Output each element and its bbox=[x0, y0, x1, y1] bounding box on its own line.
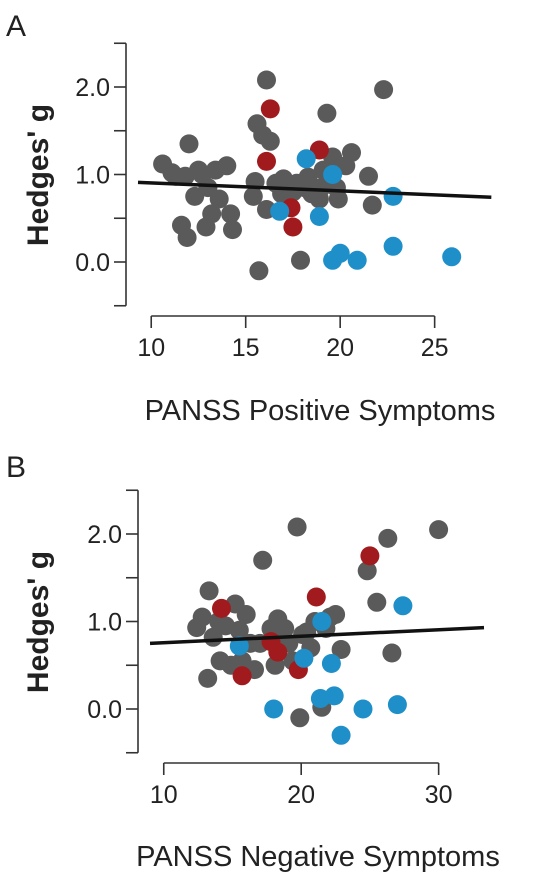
data-point-gray bbox=[362, 195, 382, 215]
x-tick-label: 10 bbox=[150, 781, 178, 809]
data-point-gray bbox=[367, 592, 387, 612]
scatter-panel-b: B Hedges' g PANSS Negative Symptoms 0.0 1… bbox=[6, 451, 500, 873]
data-point-blue bbox=[321, 654, 341, 673]
data-point-blue bbox=[294, 648, 314, 668]
data-point-gray bbox=[357, 561, 377, 581]
data-point-gray bbox=[298, 167, 318, 187]
y-tick-label: 2.0 bbox=[87, 521, 122, 549]
scatter-panel-a: A Hedges' g PANSS Positive Symptoms 0.0 1… bbox=[6, 10, 495, 427]
data-point-red bbox=[257, 151, 276, 171]
data-point-blue bbox=[442, 247, 462, 267]
data-point-blue bbox=[264, 699, 284, 719]
regression-line-a bbox=[137, 180, 492, 199]
data-point-blue bbox=[393, 596, 413, 616]
data-point-gray bbox=[179, 134, 199, 154]
data-point-gray bbox=[249, 261, 269, 281]
y-tick-label: 0.0 bbox=[75, 249, 110, 277]
data-point-blue bbox=[383, 186, 403, 206]
y-tick-label: 1.0 bbox=[75, 162, 110, 190]
data-point-gray bbox=[177, 228, 197, 247]
data-point-gray bbox=[202, 204, 222, 224]
fit-line-b bbox=[149, 625, 485, 646]
x-axis-label-b: PANSS Negative Symptoms bbox=[136, 841, 500, 873]
data-point-gray bbox=[290, 708, 310, 728]
data-point-red bbox=[268, 642, 288, 662]
data-point-gray bbox=[382, 643, 402, 663]
data-point-gray bbox=[374, 80, 394, 100]
data-points-b bbox=[187, 517, 449, 745]
data-point-gray bbox=[198, 668, 218, 688]
x-tick-label: 25 bbox=[421, 334, 449, 362]
data-point-blue bbox=[312, 612, 332, 631]
data-point-gray bbox=[199, 581, 219, 601]
data-point-red bbox=[232, 666, 252, 686]
data-point-gray bbox=[223, 220, 242, 240]
data-point-gray bbox=[209, 189, 229, 209]
data-point-gray bbox=[260, 131, 280, 151]
data-point-gray bbox=[275, 619, 295, 638]
data-point-gray bbox=[257, 70, 276, 90]
data-point-red bbox=[212, 598, 231, 618]
data-point-gray bbox=[378, 528, 398, 548]
data-point-gray bbox=[331, 640, 351, 659]
data-point-gray bbox=[328, 189, 348, 209]
x-tick-label: 10 bbox=[137, 334, 165, 362]
data-point-gray bbox=[429, 520, 449, 540]
data-point-red bbox=[283, 217, 303, 237]
data-point-red bbox=[306, 587, 326, 607]
data-point-gray bbox=[221, 204, 241, 224]
data-point-blue bbox=[383, 236, 403, 256]
data-point-gray bbox=[253, 550, 273, 570]
x-tick-label: 20 bbox=[326, 334, 354, 362]
fit-line-a bbox=[137, 180, 492, 199]
data-point-blue bbox=[347, 250, 367, 270]
data-point-blue bbox=[387, 695, 407, 715]
data-point-gray bbox=[243, 186, 263, 206]
y-tick-label: 2.0 bbox=[75, 74, 110, 102]
data-point-blue bbox=[270, 201, 290, 221]
data-point-blue bbox=[324, 686, 344, 706]
x-tick-label: 30 bbox=[425, 781, 453, 809]
data-point-gray bbox=[229, 620, 249, 640]
data-point-blue bbox=[323, 165, 343, 184]
y-axis-label-a: Hedges' g bbox=[22, 104, 55, 246]
axes-b: 0.0 1.0 2.0 10 20 30 bbox=[87, 489, 453, 809]
regression-line-b bbox=[149, 625, 485, 646]
y-axis-label-b: Hedges' g bbox=[22, 551, 55, 693]
data-point-gray bbox=[217, 156, 237, 176]
data-points-a bbox=[153, 70, 462, 281]
y-tick-label: 0.0 bbox=[87, 696, 122, 724]
axes-a: 0.0 1.0 2.0 10 15 20 25 bbox=[75, 42, 449, 362]
data-point-blue bbox=[309, 207, 329, 226]
data-point-red bbox=[260, 99, 280, 119]
panel-letter-a: A bbox=[6, 10, 26, 43]
data-point-gray bbox=[342, 143, 361, 163]
y-tick-label: 1.0 bbox=[87, 609, 122, 637]
data-point-blue bbox=[331, 725, 351, 745]
data-point-blue bbox=[229, 636, 249, 656]
data-point-red bbox=[360, 546, 380, 566]
data-point-gray bbox=[317, 103, 337, 123]
data-point-gray bbox=[287, 517, 307, 537]
x-tick-label: 15 bbox=[232, 334, 260, 362]
x-tick-label: 20 bbox=[287, 781, 315, 809]
data-point-blue bbox=[330, 243, 350, 263]
data-point-gray bbox=[291, 250, 310, 270]
data-point-gray bbox=[359, 166, 378, 186]
data-point-gray bbox=[236, 605, 256, 624]
data-point-blue bbox=[296, 149, 316, 169]
data-point-blue bbox=[353, 699, 373, 719]
panel-letter-b: B bbox=[6, 451, 26, 484]
x-axis-label-a: PANSS Positive Symptoms bbox=[145, 395, 496, 427]
data-point-gray bbox=[192, 607, 212, 627]
